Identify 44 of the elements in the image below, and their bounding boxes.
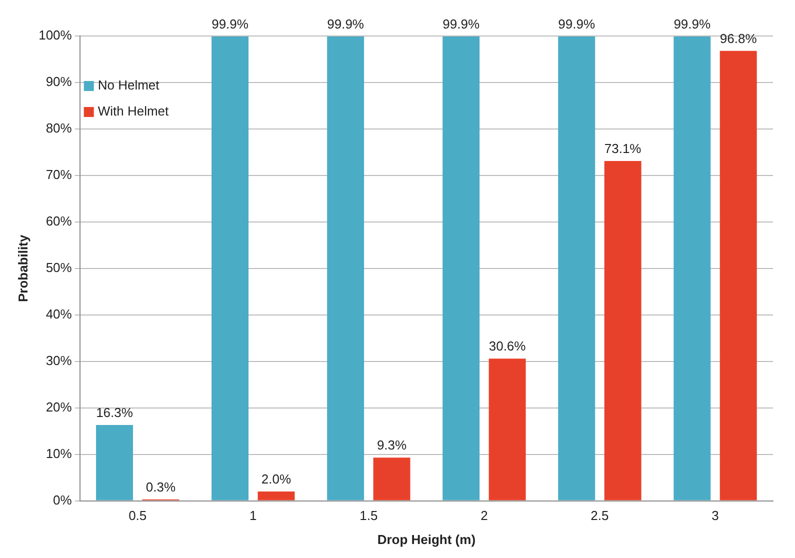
- legend-label: With Helmet: [98, 104, 170, 119]
- legend-label: No Helmet: [98, 78, 160, 93]
- y-tick-label: 0%: [53, 492, 72, 508]
- x-tick-label: 3: [712, 508, 719, 524]
- bar: [442, 36, 480, 500]
- x-tick-label: 2: [480, 508, 488, 524]
- y-tick-label: 10%: [46, 446, 72, 461]
- bar: [258, 492, 295, 500]
- data-label: 99.9%: [674, 16, 711, 32]
- bar: [96, 425, 133, 500]
- bar: [488, 358, 526, 500]
- bar: [212, 36, 249, 500]
- data-label: 2.0%: [261, 472, 292, 487]
- y-tick-label: 100%: [38, 28, 72, 43]
- y-tick-label: 90%: [46, 74, 72, 90]
- data-label: 96.8%: [720, 30, 758, 46]
- data-label: 99.9%: [327, 16, 364, 32]
- data-label: 99.9%: [442, 16, 480, 32]
- bar: [604, 161, 642, 500]
- data-label: 0.3%: [146, 479, 176, 494]
- y-axis-title: Probability: [15, 234, 30, 302]
- x-tick-label: 0.5: [128, 508, 147, 524]
- data-label: 99.9%: [212, 16, 249, 32]
- y-tick-label: 30%: [46, 352, 72, 368]
- y-tick-label: 80%: [46, 120, 72, 136]
- data-label: 16.3%: [96, 405, 134, 420]
- bar: [720, 50, 757, 500]
- data-label: 30.6%: [488, 338, 526, 354]
- x-tick-label: 1: [250, 508, 257, 524]
- bar: [373, 458, 410, 500]
- y-tick-label: 20%: [46, 399, 72, 414]
- x-axis-title: Drop Height (m): [377, 532, 476, 547]
- bar: [327, 36, 364, 500]
- x-tick-label: 1.5: [360, 508, 378, 524]
- y-tick-label: 70%: [46, 167, 72, 182]
- bar: [674, 36, 711, 500]
- data-label: 9.3%: [376, 438, 408, 453]
- bar: [558, 36, 596, 500]
- data-label: 73.1%: [604, 141, 642, 156]
- data-label: 99.9%: [558, 16, 596, 32]
- y-tick-label: 60%: [46, 214, 72, 228]
- x-tick-label: 2.5: [590, 508, 609, 524]
- y-tick-label: 50%: [46, 260, 72, 275]
- y-tick-label: 40%: [46, 306, 72, 322]
